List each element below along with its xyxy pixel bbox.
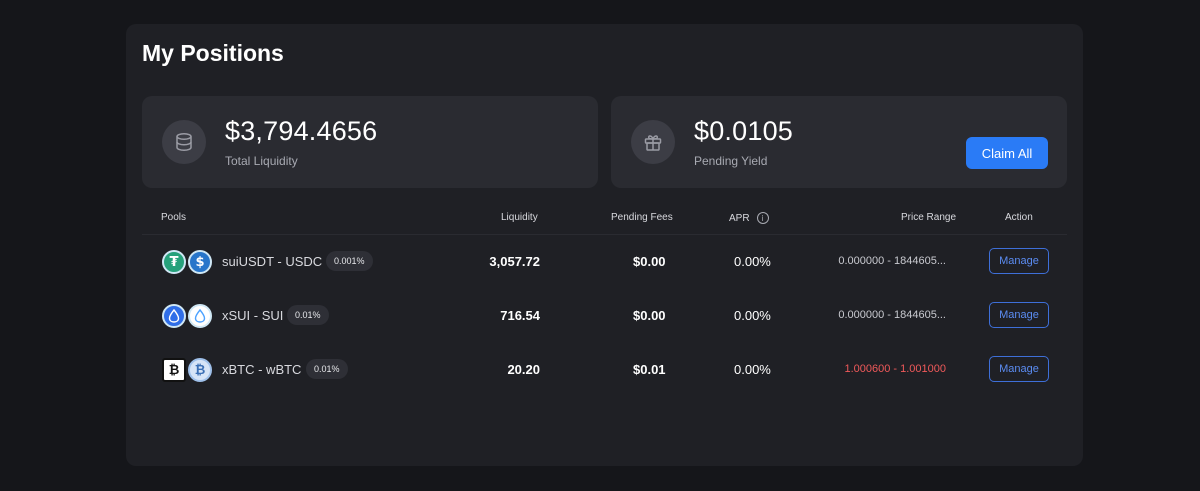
page-title: My Positions xyxy=(142,40,284,66)
fee-tier-badge: 0.01% xyxy=(287,305,329,325)
apr-value: 0.00% xyxy=(734,308,771,323)
pool-pair[interactable]: xBTC - wBTC xyxy=(222,362,302,377)
pending-yield-card: $0.0105 Pending Yield Claim All xyxy=(611,96,1067,188)
usdt-icon: ₮ xyxy=(162,250,186,274)
xsui-icon xyxy=(162,304,186,328)
xbtc-icon: ₿ xyxy=(162,358,186,382)
sui-icon xyxy=(188,304,212,328)
header-liquidity: Liquidity xyxy=(501,212,538,223)
table-row: ₮ $ suiUSDT - USDC 0.001% 3,057.72 $0.00… xyxy=(142,235,1067,289)
price-range-value: 0.000000 - 1844605... xyxy=(838,309,946,321)
total-liquidity-label: Total Liquidity xyxy=(225,154,298,168)
gift-icon xyxy=(631,120,675,164)
apr-value: 0.00% xyxy=(734,362,771,377)
wbtc-icon: ₿ xyxy=(188,358,212,382)
table-header: Pools Liquidity Pending Fees APR i Price… xyxy=(142,202,1067,235)
pending-fees-value: $0.00 xyxy=(633,308,666,323)
header-action: Action xyxy=(1005,212,1033,223)
table-row: xSUI - SUI 0.01% 716.54 $0.00 0.00% 0.00… xyxy=(142,289,1067,343)
liquidity-value: 716.54 xyxy=(500,308,540,323)
header-price-range: Price Range xyxy=(901,212,957,223)
database-icon xyxy=(162,120,206,164)
info-icon[interactable]: i xyxy=(756,212,769,224)
manage-button[interactable]: Manage xyxy=(989,356,1049,382)
total-liquidity-value: $3,794.4656 xyxy=(225,116,378,146)
apr-value: 0.00% xyxy=(734,254,771,269)
pool-pair[interactable]: suiUSDT - USDC xyxy=(222,254,323,269)
pending-yield-label: Pending Yield xyxy=(694,154,768,168)
fee-tier-badge: 0.01% xyxy=(306,359,348,379)
price-range-value: 0.000000 - 1844605... xyxy=(838,255,946,267)
liquidity-value: 3,057.72 xyxy=(489,254,540,269)
positions-panel: My Positions $3,794.4656 Total Liquidity… xyxy=(126,24,1083,466)
header-pending-fees: Pending Fees xyxy=(611,212,673,223)
pending-fees-value: $0.01 xyxy=(633,362,666,377)
pending-yield-value: $0.0105 xyxy=(694,116,793,146)
claim-all-button[interactable]: Claim All xyxy=(966,137,1048,169)
header-apr-label: APR xyxy=(729,212,750,224)
fee-tier-badge: 0.001% xyxy=(326,251,373,271)
header-pools: Pools xyxy=(161,212,187,223)
liquidity-value: 20.20 xyxy=(507,362,540,377)
manage-button[interactable]: Manage xyxy=(989,248,1049,274)
pool-pair[interactable]: xSUI - SUI xyxy=(222,308,284,323)
header-apr: APR i xyxy=(729,212,769,224)
pending-fees-value: $0.00 xyxy=(633,254,666,269)
price-range-value: 1.000600 - 1.001000 xyxy=(844,363,946,375)
manage-button[interactable]: Manage xyxy=(989,302,1049,328)
total-liquidity-card: $3,794.4656 Total Liquidity xyxy=(142,96,598,188)
usdc-icon: $ xyxy=(188,250,212,274)
table-row: ₿ ₿ xBTC - wBTC 0.01% 20.20 $0.01 0.00% … xyxy=(142,343,1067,397)
